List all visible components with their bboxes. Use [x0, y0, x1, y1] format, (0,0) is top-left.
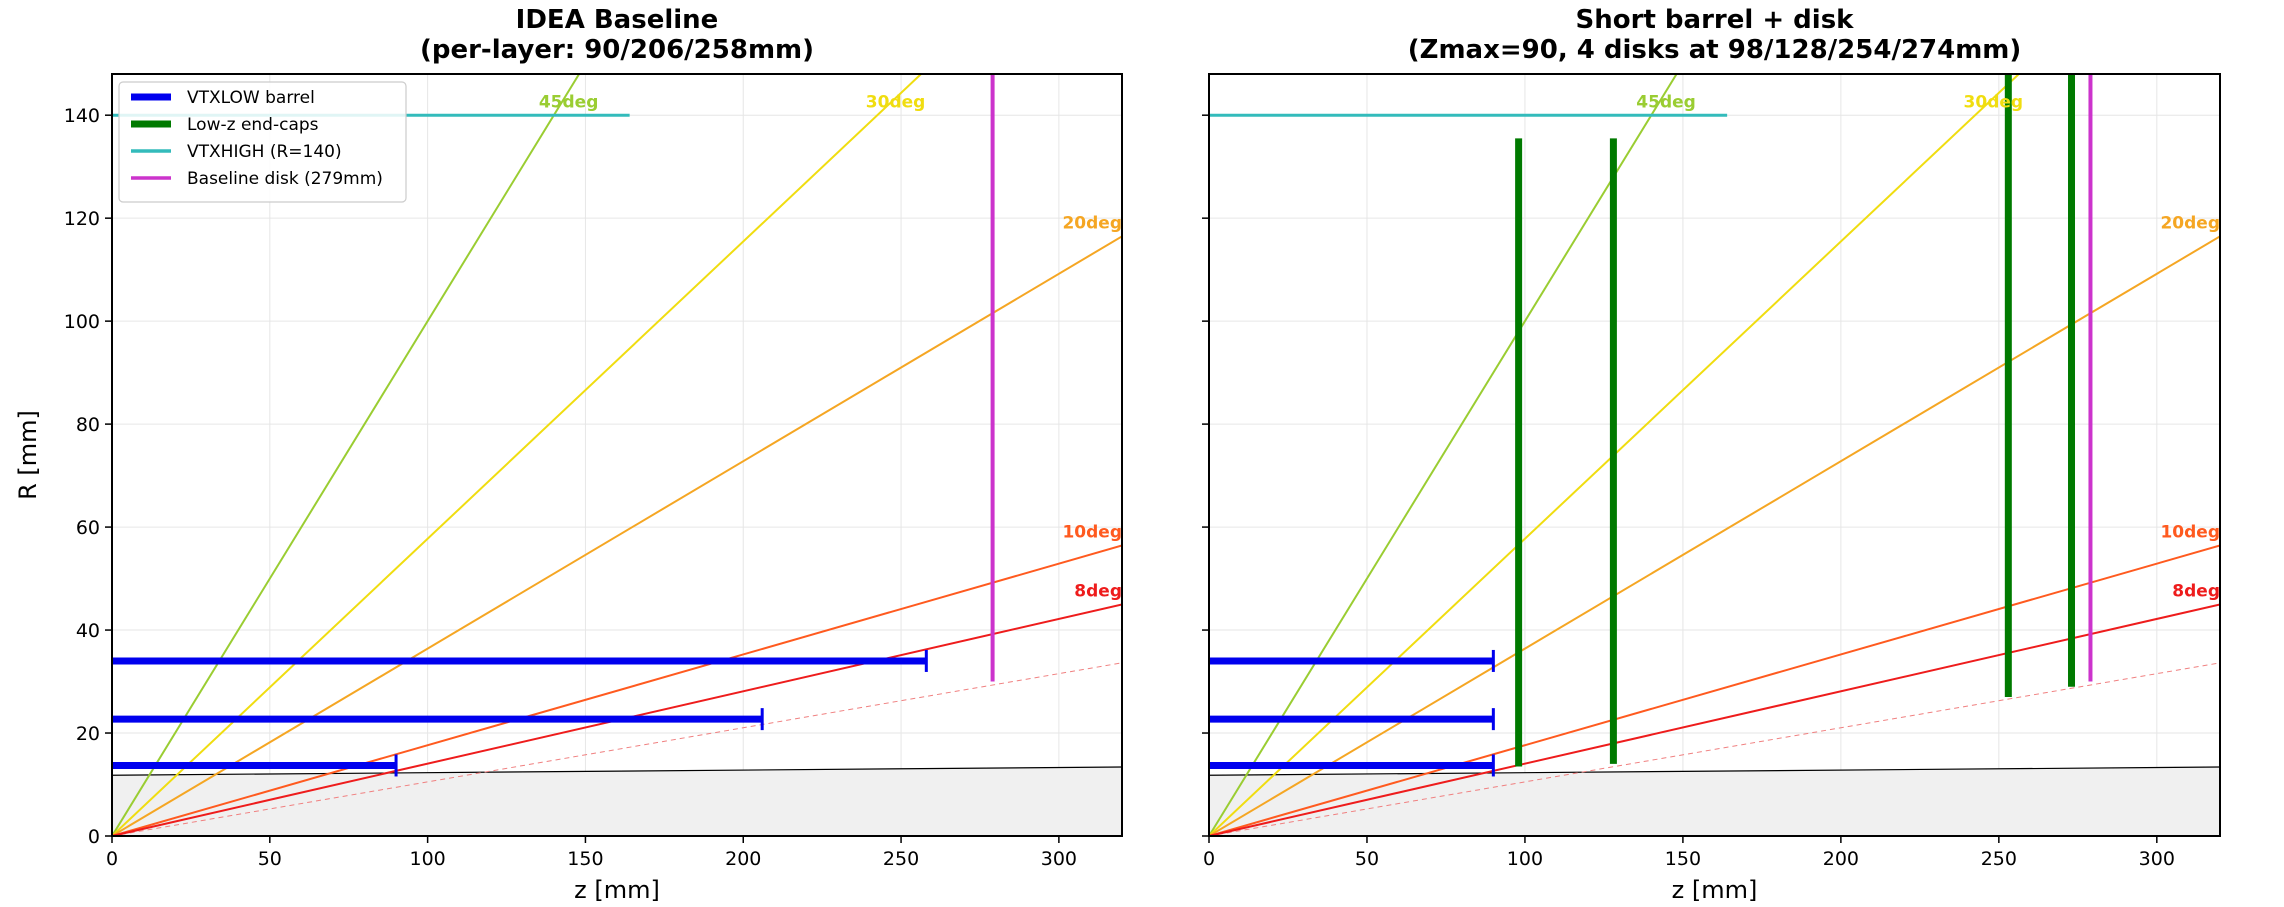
x-tick-label: 300	[1041, 848, 1077, 870]
y-tick-label: 60	[76, 517, 100, 539]
chart-title: Short barrel + disk	[1576, 5, 1855, 35]
x-tick-label: 150	[1665, 848, 1701, 870]
legend: VTXLOW barrel Low-z end-caps VTXHIGH (R=14…	[118, 81, 407, 203]
angle-label-20deg: 20deg	[1062, 213, 1122, 233]
angle-label-8deg: 8deg	[2172, 581, 2220, 601]
angle-label-30deg: 30deg	[1964, 92, 2024, 112]
y-tick-label: 80	[76, 414, 100, 436]
angle-label-20deg: 20deg	[2160, 213, 2220, 233]
x-tick-label: 0	[1203, 848, 1215, 870]
x-tick-label: 50	[258, 848, 282, 870]
x-tick-label: 100	[1507, 848, 1543, 870]
angle-line-8deg	[1209, 603, 2220, 836]
legend-box	[118, 81, 407, 203]
angle-label-30deg: 30deg	[866, 92, 926, 112]
angle-line-10deg	[1209, 544, 2220, 836]
legend-entry: Low-z end-caps	[187, 115, 319, 135]
x-tick-label: 300	[2139, 848, 2175, 870]
legend-entry: VTXLOW barrel	[187, 88, 315, 108]
angle-line-45deg	[1209, 74, 1678, 836]
plot-area	[1209, 74, 2220, 836]
angle-label-10deg: 10deg	[1062, 522, 1122, 542]
angle-label-10deg: 10deg	[2160, 522, 2220, 542]
beampipe-region	[112, 767, 1122, 836]
x-axis-label: z [mm]	[1672, 876, 1758, 904]
y-axis-label: R [mm]	[14, 410, 42, 500]
angle-line-20deg	[112, 235, 1122, 836]
x-tick-label: 200	[725, 848, 761, 870]
y-tick-label: 120	[64, 208, 100, 230]
angle-label-45deg: 45deg	[539, 92, 599, 112]
y-tick-label: 140	[64, 105, 100, 127]
panel-2: 45deg 30deg 20deg 10deg 8deg 0 50 100 150 200 250 3…	[1202, 5, 2221, 904]
x-tick-label: 250	[1981, 848, 2017, 870]
beampipe-line	[112, 766, 1122, 776]
angle-line-30deg	[112, 74, 922, 836]
axes-frame	[111, 73, 1123, 837]
angle-line-45deg	[112, 74, 580, 836]
angle-label-8deg: 8deg	[1074, 581, 1122, 601]
angle-line-20deg	[1209, 235, 2220, 836]
x-tick-label: 0	[106, 848, 118, 870]
legend-entry: VTXHIGH (R=140)	[187, 142, 342, 162]
beampipe-region	[1209, 767, 2220, 836]
x-axis-label: z [mm]	[574, 876, 660, 904]
legend-entry: Baseline disk (279mm)	[187, 169, 383, 189]
x-tick-label: 100	[409, 848, 445, 870]
x-tick-label: 250	[883, 848, 919, 870]
angle-label-45deg: 45deg	[1636, 92, 1696, 112]
chart-title: IDEA Baseline	[516, 5, 719, 35]
axes-frame	[1208, 73, 2221, 837]
y-tick-label: 20	[76, 723, 100, 745]
beampipe-line	[1209, 766, 2220, 776]
chart-subtitle: (Zmax=90, 4 disks at 98/128/254/274mm)	[1408, 35, 2022, 65]
angle-line-10deg	[112, 544, 1122, 836]
y-tick-label: 40	[76, 620, 100, 642]
x-tick-label: 200	[1823, 848, 1859, 870]
chart-subtitle: (per-layer: 90/206/258mm)	[420, 35, 814, 65]
y-tick-label: 100	[64, 311, 100, 333]
x-tick-label: 50	[1355, 848, 1379, 870]
y-tick-label: 0	[88, 826, 100, 848]
x-tick-label: 150	[567, 848, 603, 870]
